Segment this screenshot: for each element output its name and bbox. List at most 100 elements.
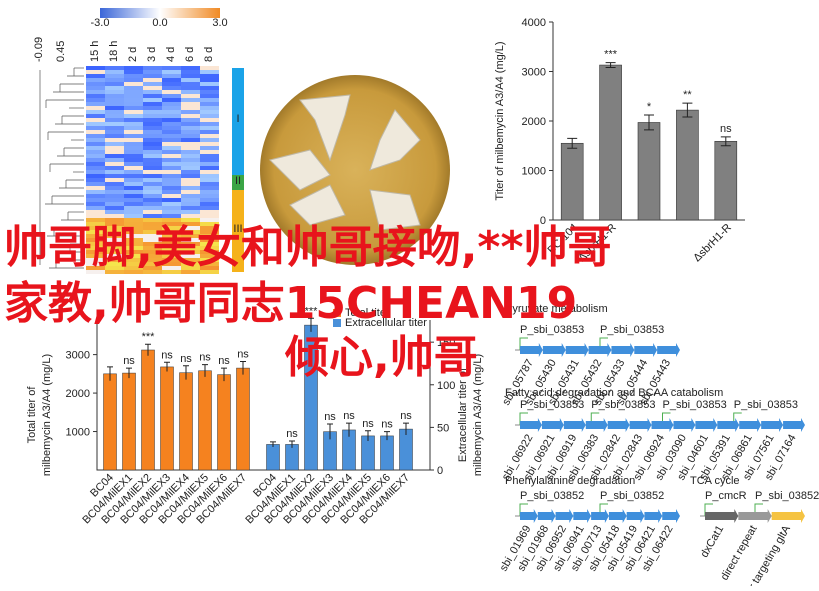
gene-arrow <box>520 509 538 523</box>
heatmap-cell <box>86 118 105 122</box>
heatmap-cell <box>162 130 181 134</box>
heatmap-cell <box>162 238 181 242</box>
heatmap-cell <box>124 126 143 130</box>
heatmap-cell <box>181 198 200 202</box>
heatmap-cell <box>105 138 124 142</box>
heatmap-cell <box>86 214 105 218</box>
bar <box>179 372 193 471</box>
heatmap-cell <box>162 122 181 126</box>
y2-axis-label: Extracellular titer of <box>457 367 469 462</box>
gene-arrow <box>705 509 739 523</box>
heatmap-cell <box>105 210 124 214</box>
gene-arrow <box>761 418 784 432</box>
heatmap-cell <box>105 262 124 266</box>
heatmap-cell <box>105 70 124 74</box>
promoter-label: P_sbi_03853 <box>663 399 727 411</box>
heatmap-cell <box>162 206 181 210</box>
heatmap-cell <box>162 178 181 182</box>
heatmap-cell <box>86 230 105 234</box>
gene-arrow <box>585 418 608 432</box>
heatmap-cell <box>181 138 200 142</box>
significance: ns <box>199 352 211 364</box>
heatmap-cell <box>162 138 181 142</box>
heatmap-cell <box>200 270 219 274</box>
heatmap-cell <box>200 102 219 106</box>
heatmap-cell <box>86 198 105 202</box>
heatmap-cell <box>162 142 181 146</box>
gene-arrow <box>662 509 680 523</box>
heatmap-cell <box>200 146 219 150</box>
heatmap-cell <box>86 238 105 242</box>
heatmap-cell <box>200 90 219 94</box>
heatmap-cell <box>124 102 143 106</box>
heatmap-cell <box>143 86 162 90</box>
heatmap-cell <box>200 130 219 134</box>
gene-arrow <box>783 418 805 432</box>
gene-arrow <box>520 418 542 432</box>
heatmap-cell <box>181 142 200 146</box>
heatmap-cell <box>105 126 124 130</box>
heatmap-cell <box>86 90 105 94</box>
heatmap-cell <box>105 234 124 238</box>
heatmap-cell <box>200 246 219 250</box>
heatmap-cell <box>181 134 200 138</box>
gene-arrow <box>563 418 586 432</box>
heatmap-cell <box>181 102 200 106</box>
gene-arrow <box>591 509 609 523</box>
heatmap-cell <box>124 98 143 102</box>
heatmap-cell <box>200 266 219 270</box>
heatmap-cell <box>86 106 105 110</box>
bar <box>676 109 699 221</box>
significance: ns <box>286 428 298 440</box>
heatmap-cell <box>105 150 124 154</box>
heatmap-cell <box>105 162 124 166</box>
heatmap-cell <box>200 258 219 262</box>
y-tick-label: 0 <box>540 215 546 227</box>
gene-arrow <box>573 509 592 523</box>
heatmap-cell <box>200 174 219 178</box>
heatmap-cell <box>181 234 200 238</box>
heatmap-cell <box>181 162 200 166</box>
heatmap-cell <box>86 246 105 250</box>
heatmap-col: 3 d <box>146 47 158 62</box>
heatmap-cell <box>181 238 200 242</box>
heatmap-cell <box>124 254 143 258</box>
group-bar <box>232 175 244 190</box>
heatmap-cell <box>124 106 143 110</box>
heatmap-cell <box>86 226 105 230</box>
heatmap-cell <box>105 270 124 274</box>
heatmap-cell <box>86 94 105 98</box>
heatmap-cell <box>143 94 162 98</box>
heatmap-cell <box>86 190 105 194</box>
gene-label: dxCat1 <box>698 524 726 560</box>
bar <box>266 444 280 471</box>
heatmap-cell <box>162 70 181 74</box>
heatmap-cell <box>124 202 143 206</box>
heatmap-cell <box>181 262 200 266</box>
bar <box>599 64 622 221</box>
heatmap-cell <box>143 74 162 78</box>
heatmap-cell <box>143 138 162 142</box>
heatmap-cell <box>86 86 105 90</box>
heatmap-cell <box>143 78 162 82</box>
error-bar <box>289 440 295 448</box>
heatmap-cell <box>86 110 105 114</box>
axis <box>96 320 431 471</box>
heatmap-cell <box>143 190 162 194</box>
y-axis-label: milbemycin A3/A4 (mg/L) <box>41 354 53 476</box>
heatmap-cell <box>181 266 200 270</box>
heatmap-cell <box>200 154 219 158</box>
heatmap-col: 15 h <box>89 41 101 62</box>
legend-swatch <box>333 319 341 327</box>
heatmap-cell <box>124 162 143 166</box>
heatmap-cell <box>105 134 124 138</box>
colonies <box>269 94 421 231</box>
heatmap-cell <box>200 238 219 242</box>
gene-arrow <box>611 343 635 357</box>
heatmap-cell <box>86 98 105 102</box>
heatmap-cell <box>200 182 219 186</box>
heatmap-cell <box>162 114 181 118</box>
heatmap-cell <box>162 198 181 202</box>
heatmap-cell <box>200 190 219 194</box>
error-bar <box>308 317 314 332</box>
